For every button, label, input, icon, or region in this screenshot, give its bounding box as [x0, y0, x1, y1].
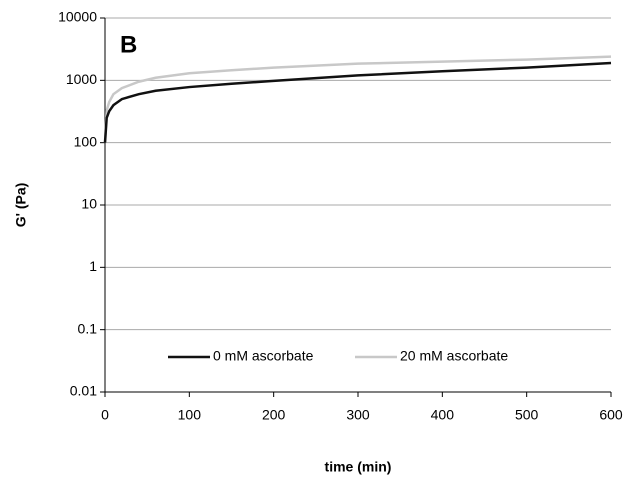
- x-axis-label: time (min): [325, 459, 392, 475]
- x-tick-label: 100: [178, 407, 202, 423]
- data-line: [103, 61, 612, 143]
- x-tick-label: 200: [262, 407, 286, 423]
- y-tick-label: 0.1: [78, 320, 98, 336]
- x-tick-label: 400: [431, 407, 455, 423]
- panel-label: B: [120, 31, 137, 58]
- x-tick-label: 500: [515, 407, 539, 423]
- x-tick-label: 300: [346, 407, 370, 423]
- y-tick-label: 100: [74, 133, 98, 149]
- data-line: [103, 55, 612, 143]
- y-tick-label: 10000: [58, 9, 97, 25]
- legend-label: 20 mM ascorbate: [400, 348, 508, 364]
- x-tick-label: 600: [599, 407, 623, 423]
- y-tick-label: 10: [81, 196, 97, 212]
- y-tick-label: 1: [89, 258, 97, 274]
- x-tick-label: 0: [101, 407, 109, 423]
- legend-label: 0 mM ascorbate: [213, 348, 314, 364]
- y-tick-label: 1000: [66, 71, 97, 87]
- y-tick-label: 0.01: [70, 383, 97, 399]
- y-axis-label: G' (Pa): [13, 183, 29, 228]
